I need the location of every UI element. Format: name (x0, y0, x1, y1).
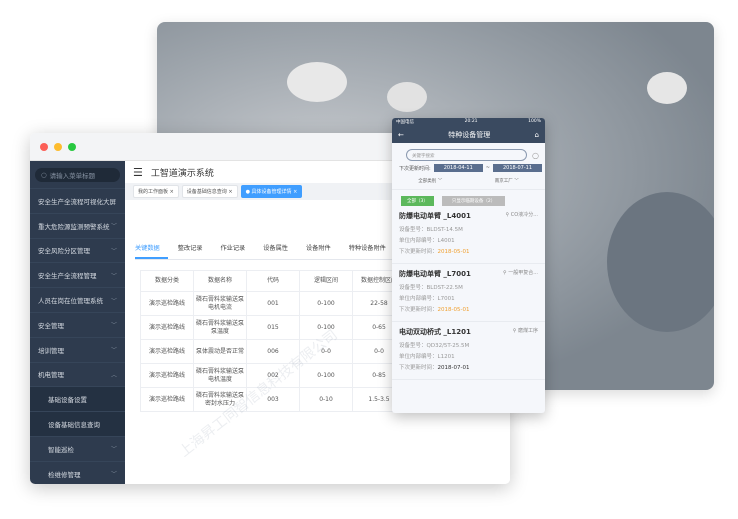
close-button[interactable] (40, 142, 48, 151)
tab[interactable]: 设备属性 (263, 245, 288, 252)
table-row: 演示巡检路线 磷石膏料浆输送泵电机电流 001 0-100 22-58 (140, 291, 406, 316)
chevron-icon: ﹀ (110, 322, 117, 330)
filter-all-button[interactable]: 全部（3） (401, 196, 434, 206)
back-icon[interactable]: ← (398, 130, 404, 139)
app-title: 工智道演示系统 (150, 168, 214, 179)
page-tag[interactable]: 设备基础信息查询 × (181, 185, 238, 198)
tab[interactable]: 关键数据 (135, 241, 168, 259)
search-icon[interactable]: ○ (532, 150, 539, 160)
table-row: 演示巡检路线 磷石膏料浆输送泵电机温度 002 0-100 0-85 (140, 363, 406, 388)
sidebar-subitem[interactable]: 基础设备设置 (30, 386, 125, 412)
category-filter[interactable]: 全部类别 ﹀ (418, 179, 443, 184)
factory-filter[interactable]: 南京工厂 ﹀ (494, 179, 519, 184)
keyword-search-input[interactable]: 关键字搜索 (406, 149, 528, 161)
sidebar-subitem[interactable]: 设备基础信息查询 (30, 411, 125, 436)
status-bar: 中国电信 20:21 100% (392, 118, 545, 126)
page-tag[interactable]: ● 具体设备管理详情 × (240, 185, 303, 198)
table-cell: 泵体震动是否正常 (193, 339, 247, 364)
chevron-icon: ﹀ (110, 223, 117, 231)
sidebar-item[interactable]: 重大危险源监测预警系统 ﹀ (30, 212, 125, 238)
tab[interactable]: 特种设备附件 (348, 245, 386, 252)
tab[interactable]: 整改记录 (177, 245, 203, 252)
table-cell: 磷石膏料浆输送泵密封水压力 (193, 387, 247, 412)
maximize-button[interactable] (68, 142, 76, 151)
sidebar-item[interactable]: 人员在岗在位管理系统 ﹀ (30, 287, 125, 312)
tab[interactable]: 作业记录 (220, 245, 246, 252)
location-icon: ⚲ (502, 270, 507, 276)
table-cell: 0-100 (299, 363, 353, 388)
menu-search-input[interactable]: ○ 请输入菜单标题 (35, 168, 120, 182)
search-icon: ○ (41, 171, 47, 179)
sidebar-item[interactable]: 培训管理 ﹀ (30, 336, 125, 362)
sidebar-item[interactable]: 安全生产全流程可视化大屏 (30, 188, 125, 213)
minimize-button[interactable] (54, 142, 62, 151)
table-row: 演示巡检路线 磷石膏料浆输送泵泵温度 015 0-100 0-65 (140, 315, 406, 340)
tab[interactable]: 设备附件 (306, 245, 331, 252)
chevron-icon: ﹀ (110, 297, 117, 305)
table-cell: 015 (246, 315, 300, 340)
sidebar-subitem[interactable]: 智能巡检 ﹀ (30, 435, 125, 461)
table-cell: 0-10 (299, 387, 353, 412)
location-icon: ⚲ (512, 328, 517, 334)
sidebar-item[interactable]: 安全管理 ﹀ (30, 311, 125, 337)
chevron-icon: ﹀ (110, 446, 117, 454)
chevron-icon: ﹀ (110, 272, 117, 280)
main-content: ☰ 工智道演示系统 我的工作面板 × 设备基础信息查询 × ● 具体设备管理详情 × … (125, 161, 510, 484)
column-header: 数据名称 (193, 270, 247, 292)
chevron-icon: ﹀ (110, 471, 117, 479)
tag-bar: 我的工作面板 × 设备基础信息查询 × ● 具体设备管理详情 × (125, 183, 510, 200)
date-from-field[interactable]: 2018-04-11 (433, 164, 483, 172)
key-data-table: 数据分类 数据名称 代码 逻辑区间 数据控制区间 演示巡检路线 磷石膏料浆输送泵电机电流 00… (140, 270, 406, 412)
column-header: 逻辑区间 (299, 270, 353, 292)
table-row: 演示巡检路线 泵体震动是否正常 006 0-0 0-0 (140, 339, 406, 364)
table-cell: 0-0 (299, 339, 353, 364)
equipment-card[interactable]: 电动双动桥式 _L1201 ⚲ 磨煤工序 设备型号：QD32/5T-25.5M 单位内… (392, 322, 545, 380)
table-cell: 演示巡检路线 (140, 387, 194, 412)
nav-bar: ← 特种设备管理 ⌂ (392, 126, 545, 143)
page-title: 特种设备管理 (448, 130, 491, 139)
mobile-app: 中国电信 20:21 100% ← 特种设备管理 ⌂ 关键字搜索 ○ 下次更新时间: 2… (392, 118, 545, 413)
menu-toggle-icon[interactable]: ☰ (133, 165, 143, 179)
chevron-icon: ︿ (110, 371, 117, 379)
location-icon: ⚲ (505, 212, 510, 218)
chevron-icon: ﹀ (110, 347, 117, 355)
equipment-card[interactable]: 防爆电动单臂 _L4001 ⚲ CO液冷分... 设备型号：BLDST-14.5M 单… (392, 206, 545, 264)
sidebar-item[interactable]: 安全风险分区管理 ﹀ (30, 237, 125, 263)
equipment-card[interactable]: 防爆电动单臂 _L7001 ⚲ 一般甲复合... 设备型号：BLDST-22.5M 单… (392, 264, 545, 322)
home-icon[interactable]: ⌂ (534, 130, 539, 139)
table-row: 演示巡检路线 磷石膏料浆输送泵密封水压力 003 0-10 1.5-3.5 (140, 387, 406, 412)
sidebar-item[interactable]: 机电管理 ︿ (30, 361, 125, 387)
table-cell: 演示巡检路线 (140, 291, 194, 316)
filter-expiring-button[interactable]: 只显示临期设备（2） (441, 196, 506, 206)
table-cell: 演示巡检路线 (140, 339, 194, 364)
table-cell: 006 (246, 339, 300, 364)
table-cell: 003 (246, 387, 300, 412)
column-header: 数据分类 (140, 270, 194, 292)
table-cell: 0-100 (299, 291, 353, 316)
table-cell: 001 (246, 291, 300, 316)
table-cell: 磷石膏料浆输送泵泵温度 (193, 315, 247, 340)
tab-bar: 关键数据 整改记录 作业记录 设备属性 设备附件 特种设备附件 (135, 241, 510, 260)
table-cell: 0-100 (299, 315, 353, 340)
sidebar-subitem[interactable]: 检维修管理 ﹀ (30, 460, 125, 484)
date-to-field[interactable]: 2018-07-11 (492, 164, 543, 172)
sidebar-item[interactable]: 安全生产全流程管理 ﹀ (30, 262, 125, 287)
chevron-icon: ﹀ (110, 247, 117, 255)
column-header: 代码 (246, 270, 300, 292)
table-cell: 演示巡检路线 (140, 363, 194, 388)
table-cell: 磷石膏料浆输送泵电机温度 (193, 363, 247, 388)
page-tag[interactable]: 我的工作面板 × (133, 185, 179, 198)
table-cell: 磷石膏料浆输送泵电机电流 (193, 291, 247, 316)
table-cell: 演示巡检路线 (140, 315, 194, 340)
table-cell: 002 (246, 363, 300, 388)
sidebar: ○ 请输入菜单标题 安全生产全流程可视化大屏 重大危险源监测预警系统 ﹀ 安全风险分区管… (30, 161, 125, 484)
